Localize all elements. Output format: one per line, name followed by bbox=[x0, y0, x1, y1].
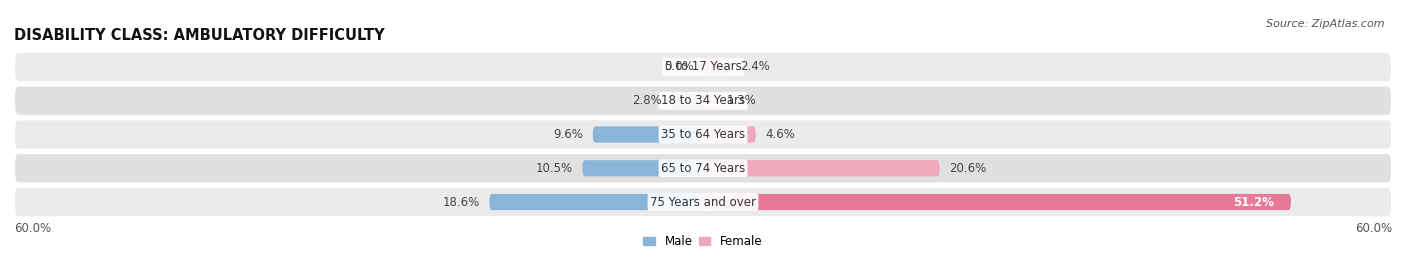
Text: 51.2%: 51.2% bbox=[1233, 196, 1274, 208]
Text: Source: ZipAtlas.com: Source: ZipAtlas.com bbox=[1267, 19, 1385, 29]
Text: 20.6%: 20.6% bbox=[949, 162, 986, 175]
FancyBboxPatch shape bbox=[14, 187, 1392, 217]
FancyBboxPatch shape bbox=[489, 194, 703, 210]
FancyBboxPatch shape bbox=[703, 59, 731, 75]
Text: 75 Years and over: 75 Years and over bbox=[650, 196, 756, 208]
FancyBboxPatch shape bbox=[703, 160, 939, 176]
Text: 1.3%: 1.3% bbox=[727, 94, 756, 107]
Text: 10.5%: 10.5% bbox=[536, 162, 574, 175]
Text: 2.4%: 2.4% bbox=[740, 61, 769, 73]
FancyBboxPatch shape bbox=[14, 119, 1392, 150]
Text: 18.6%: 18.6% bbox=[443, 196, 481, 208]
FancyBboxPatch shape bbox=[671, 93, 703, 109]
Text: 18 to 34 Years: 18 to 34 Years bbox=[661, 94, 745, 107]
Text: 5 to 17 Years: 5 to 17 Years bbox=[665, 61, 741, 73]
Text: 60.0%: 60.0% bbox=[14, 222, 51, 235]
FancyBboxPatch shape bbox=[593, 126, 703, 143]
FancyBboxPatch shape bbox=[14, 52, 1392, 82]
FancyBboxPatch shape bbox=[703, 126, 756, 143]
Text: 0.0%: 0.0% bbox=[664, 61, 693, 73]
FancyBboxPatch shape bbox=[14, 86, 1392, 116]
FancyBboxPatch shape bbox=[703, 93, 718, 109]
Text: 9.6%: 9.6% bbox=[554, 128, 583, 141]
Text: 35 to 64 Years: 35 to 64 Years bbox=[661, 128, 745, 141]
FancyBboxPatch shape bbox=[14, 153, 1392, 183]
FancyBboxPatch shape bbox=[582, 160, 703, 176]
Text: 2.8%: 2.8% bbox=[631, 94, 662, 107]
Text: DISABILITY CLASS: AMBULATORY DIFFICULTY: DISABILITY CLASS: AMBULATORY DIFFICULTY bbox=[14, 28, 385, 43]
Legend: Male, Female: Male, Female bbox=[638, 230, 768, 253]
Text: 4.6%: 4.6% bbox=[765, 128, 794, 141]
Text: 60.0%: 60.0% bbox=[1355, 222, 1392, 235]
FancyBboxPatch shape bbox=[703, 194, 1291, 210]
Text: 65 to 74 Years: 65 to 74 Years bbox=[661, 162, 745, 175]
